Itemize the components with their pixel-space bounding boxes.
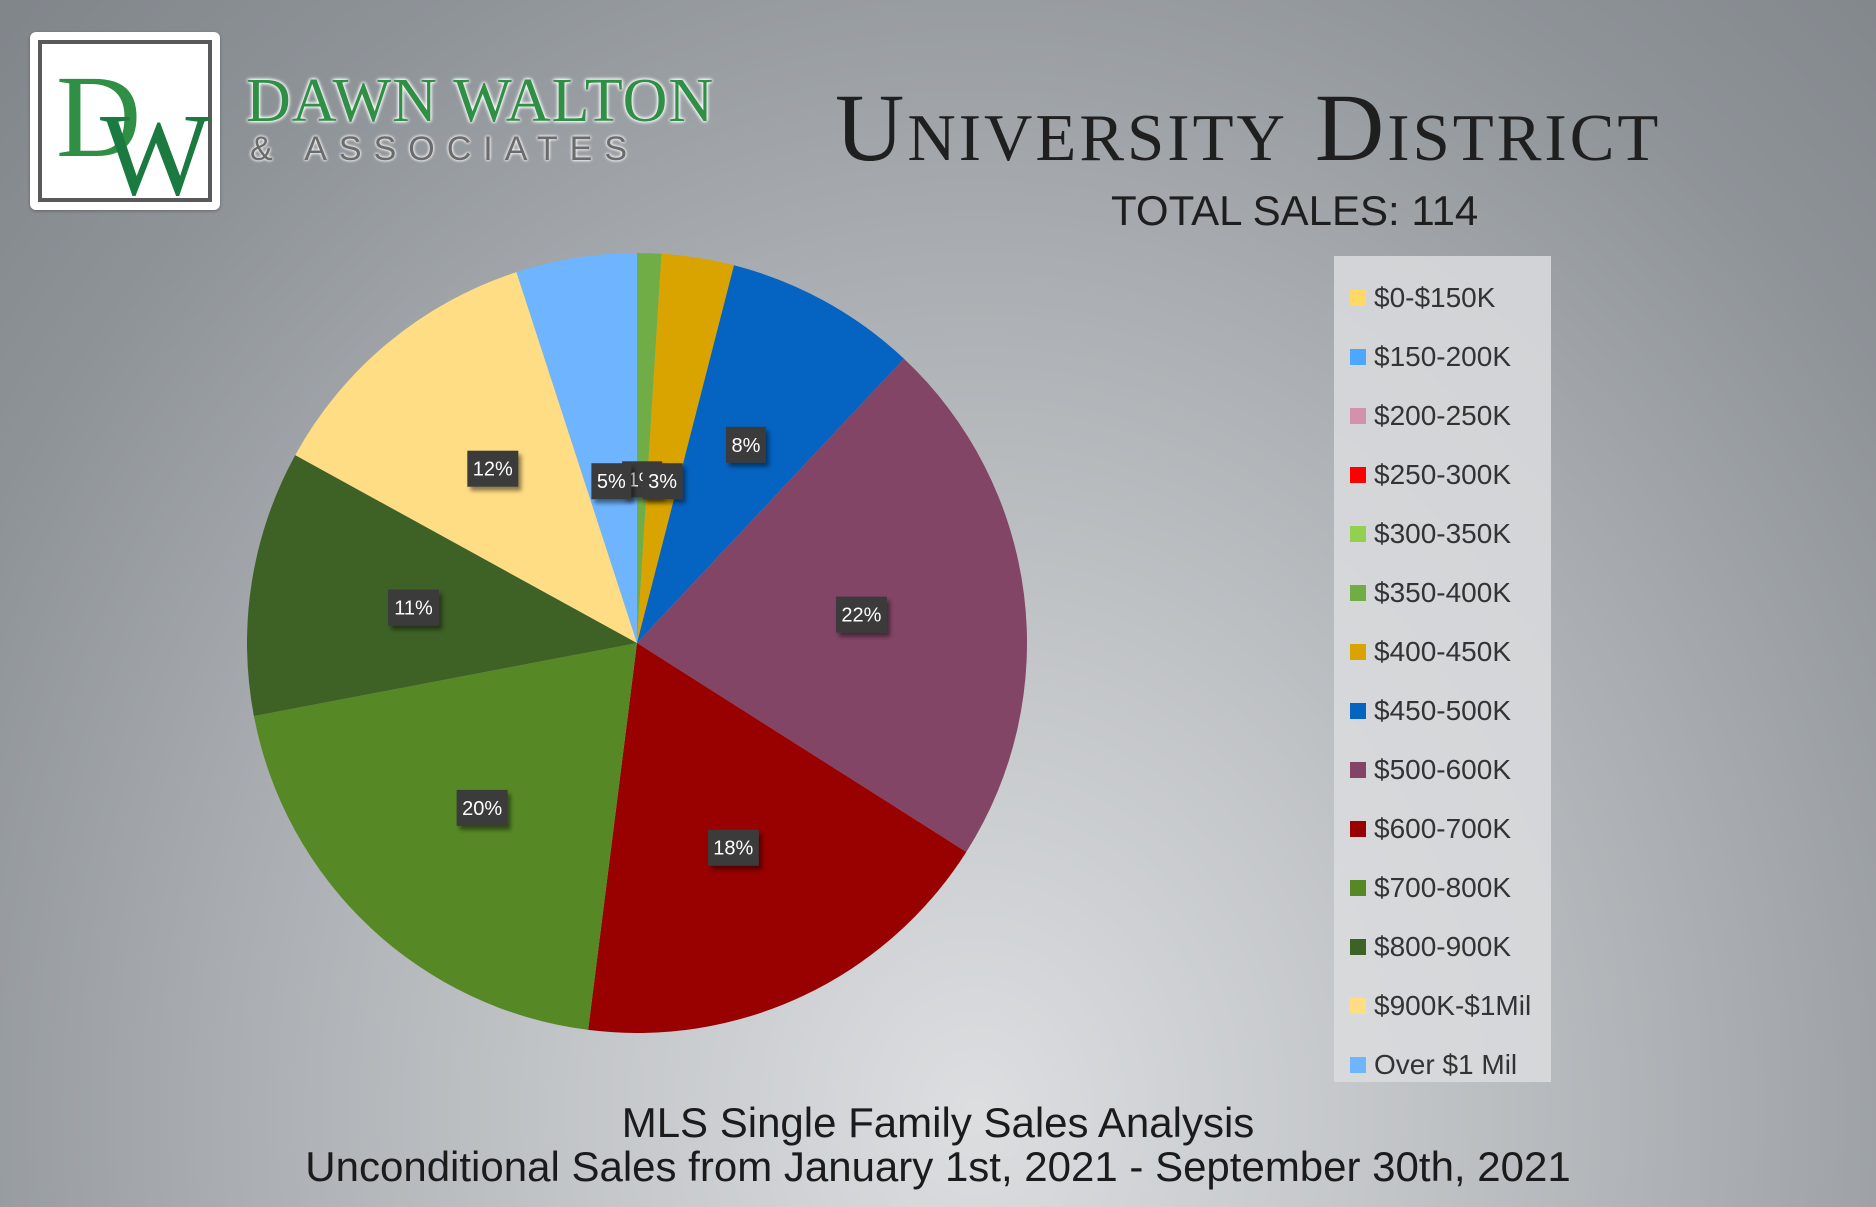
legend-swatch <box>1350 938 1366 955</box>
legend-swatch <box>1350 879 1366 896</box>
pie-slice-6 <box>637 253 734 643</box>
pie-slice-10 <box>253 643 638 1030</box>
pie-slice-9 <box>588 643 967 1033</box>
legend-swatch <box>1350 643 1366 660</box>
legend-label: $250-300K <box>1374 458 1512 490</box>
legend-item-3: $250-300K <box>1334 445 1551 504</box>
data-label-text-6: 3% <box>648 471 677 493</box>
legend-item-12: $900K-$1Mil <box>1334 976 1551 1035</box>
data-label-7: 8% <box>725 426 766 463</box>
legend-swatch <box>1350 525 1366 542</box>
logo-monogram-d: D <box>56 51 142 182</box>
pie-slice-5 <box>637 253 662 643</box>
footer-date-range: Unconditional Sales from January 1st, 20… <box>305 1143 1571 1190</box>
legend-label: $300-350K <box>1374 517 1512 549</box>
chart-title: University District <box>835 74 1662 181</box>
data-label-13: 5% <box>591 463 632 500</box>
legend-item-4: $300-350K <box>1334 504 1551 563</box>
legend-label: $400-450K <box>1374 635 1512 667</box>
legend-item-13: Over $1 Mil <box>1334 1035 1551 1094</box>
data-label-text-7: 8% <box>732 435 761 457</box>
data-label-10: 20% <box>456 789 508 826</box>
legend-label: $350-400K <box>1374 576 1512 608</box>
legend-item-6: $400-450K <box>1334 622 1551 681</box>
legend-label: Over $1 Mil <box>1374 1048 1518 1080</box>
legend-swatch <box>1350 761 1366 778</box>
legend-swatch <box>1350 820 1366 837</box>
logo-monogram-w: W <box>100 89 212 220</box>
legend-item-5: $350-400K <box>1334 563 1551 622</box>
legend-item-7: $450-500K <box>1334 681 1551 740</box>
legend-label: $900K-$1Mil <box>1374 989 1532 1021</box>
legend-label: $450-500K <box>1374 694 1512 726</box>
data-label-12: 12% <box>467 450 519 487</box>
legend-item-11: $800-900K <box>1334 917 1551 976</box>
legend-swatch <box>1350 584 1366 601</box>
brand-logo: D W <box>30 32 220 214</box>
legend-label: $800-900K <box>1374 930 1512 962</box>
legend-swatch <box>1350 466 1366 483</box>
data-label-8: 22% <box>835 596 887 633</box>
legend-swatch <box>1350 289 1366 306</box>
legend-label: $0-$150K <box>1374 281 1496 313</box>
pie-slice-12 <box>295 272 637 643</box>
pie-slice-13 <box>516 253 637 643</box>
data-label-9: 18% <box>707 829 759 866</box>
logo-frame: D W <box>38 40 212 214</box>
data-label-text-8: 22% <box>841 605 881 627</box>
data-label-text-12: 12% <box>473 459 513 481</box>
legend-label: $700-800K <box>1374 871 1512 903</box>
data-label-6: 3% <box>642 463 683 500</box>
data-label-text-10: 20% <box>462 798 502 820</box>
brand-name: DAWN WALTON <box>246 67 715 135</box>
legend-swatch <box>1350 348 1366 365</box>
chart-legend: $0-$150K $150-200K $200-250K $250-300K $300-… <box>1334 256 1551 1082</box>
legend-item-0: $0-$150K <box>1334 268 1551 327</box>
total-sales: TOTAL SALES: 114 <box>1111 187 1479 234</box>
legend-item-8: $500-600K <box>1334 740 1551 799</box>
legend-label: $600-700K <box>1374 812 1512 844</box>
legend-label: $500-600K <box>1374 753 1512 785</box>
data-label-text-9: 18% <box>713 838 753 860</box>
legend-label: $200-250K <box>1374 399 1512 431</box>
legend-swatch <box>1350 407 1366 424</box>
pie-slice-8 <box>637 358 1027 852</box>
pie-slice-7 <box>637 265 904 643</box>
legend-swatch <box>1350 997 1366 1014</box>
legend-swatch <box>1350 1056 1366 1073</box>
legend-swatch <box>1350 702 1366 719</box>
brand-subtitle: & ASSOCIATES <box>250 130 640 168</box>
legend-item-2: $200-250K <box>1334 386 1551 445</box>
footer-subtitle: MLS Single Family Sales Analysis <box>621 1099 1255 1146</box>
legend-item-9: $600-700K <box>1334 799 1551 858</box>
data-label-text-13: 5% <box>597 471 626 493</box>
data-label-text-11: 11% <box>394 598 433 620</box>
legend-item-1: $150-200K <box>1334 327 1551 386</box>
legend-label: $150-200K <box>1374 340 1512 372</box>
legend-item-10: $700-800K <box>1334 858 1551 917</box>
pie-slice-11 <box>247 455 637 717</box>
data-label-11: 11% <box>388 589 440 626</box>
